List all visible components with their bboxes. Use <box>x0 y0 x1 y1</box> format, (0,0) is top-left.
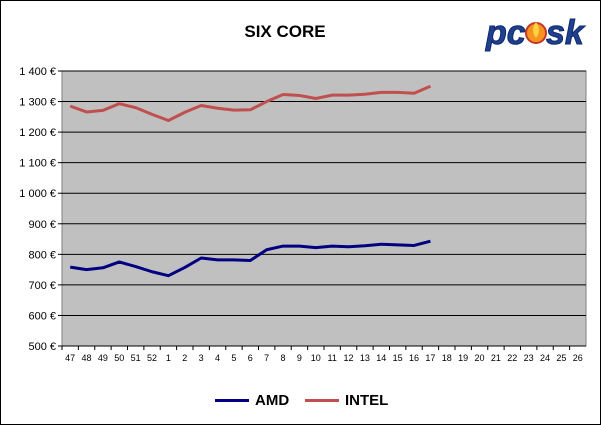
x-tick-label: 11 <box>328 353 337 363</box>
x-tick-label: 4 <box>215 353 220 363</box>
x-tick-label: 47 <box>65 353 75 363</box>
plot-area <box>61 70 587 347</box>
legend-label-intel: INTEL <box>345 392 389 409</box>
x-tick-label: 51 <box>131 353 141 363</box>
y-tick-label: 700 € <box>28 280 56 292</box>
y-tick-label: 1 400 € <box>19 66 56 78</box>
legend-item-amd: AMD <box>215 392 289 409</box>
x-tick-label: 13 <box>360 353 370 363</box>
legend-swatch-intel <box>305 399 339 402</box>
legend: AMD INTEL <box>215 392 415 412</box>
y-tick-label: 900 € <box>28 219 56 231</box>
x-tick-label: 10 <box>311 353 321 363</box>
y-tick-label: 1 100 € <box>19 158 56 170</box>
x-tick-label: 3 <box>199 353 204 363</box>
x-tick-label: 26 <box>573 353 583 363</box>
x-tick-label: 8 <box>281 353 286 363</box>
y-tick-label: 600 € <box>28 310 56 322</box>
x-tick-label: 6 <box>248 353 253 363</box>
y-tick-label: 1 200 € <box>19 127 56 139</box>
x-tick-label: 18 <box>442 353 452 363</box>
x-tick-label: 20 <box>475 353 485 363</box>
svg-text:pc: pc <box>485 14 526 52</box>
x-tick-label: 1 <box>166 353 171 363</box>
legend-swatch-amd <box>215 399 249 402</box>
legend-label-amd: AMD <box>255 392 290 409</box>
x-tick-label: 25 <box>556 353 566 363</box>
x-tick-label: 49 <box>98 353 108 363</box>
pctuning-logo: pc sk <box>484 10 588 54</box>
x-tick-label: 2 <box>182 353 187 363</box>
svg-text:sk: sk <box>546 14 586 52</box>
series-lines <box>69 84 432 278</box>
chart-title: SIX CORE <box>244 22 326 41</box>
x-tick-label: 48 <box>82 353 92 363</box>
x-axis-ticks: 47 48 49 50 51 52 1 2 3 4 5 6 7 8 9 10 11 12 13 14 15 16 17 18 1… <box>61 346 583 363</box>
x-tick-label: 14 <box>376 353 386 363</box>
x-tick-label: 7 <box>264 353 269 363</box>
x-tick-label: 24 <box>540 353 550 363</box>
y-tick-label: 1 000 € <box>19 188 56 200</box>
y-tick-label: 800 € <box>28 249 56 261</box>
x-tick-label: 21 <box>491 353 501 363</box>
x-tick-label: 52 <box>147 353 157 363</box>
x-tick-label: 16 <box>409 353 419 363</box>
x-tick-label: 5 <box>231 353 236 363</box>
x-tick-label: 12 <box>344 353 354 363</box>
y-tick-label: 500 € <box>28 341 56 353</box>
x-tick-label: 17 <box>425 353 435 363</box>
legend-item-intel: INTEL <box>305 392 388 409</box>
x-tick-label: 22 <box>507 353 517 363</box>
x-tick-label: 9 <box>297 353 302 363</box>
x-tick-label: 23 <box>524 353 534 363</box>
x-tick-label: 50 <box>114 353 124 363</box>
x-tick-label: 19 <box>458 353 468 363</box>
y-axis-ticks: 500 € 600 € 700 € 800 € 900 € 1 000 € 1 100 € 1… <box>19 66 62 353</box>
x-tick-label: 15 <box>393 353 403 363</box>
y-tick-label: 1 300 € <box>19 97 56 109</box>
